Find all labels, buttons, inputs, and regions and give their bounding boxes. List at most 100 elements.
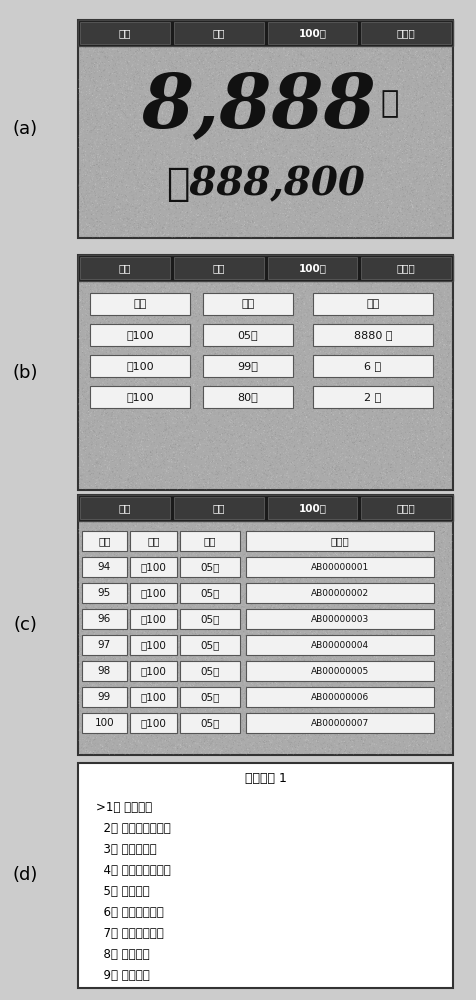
Point	[105, 351, 112, 367]
Point	[296, 160, 304, 176]
Point	[430, 697, 437, 713]
Point	[384, 216, 391, 232]
Point	[349, 495, 357, 511]
Point	[239, 80, 247, 96]
Point	[91, 394, 99, 410]
Point	[158, 116, 166, 132]
Point	[331, 658, 338, 674]
Point	[140, 169, 148, 185]
Point	[278, 377, 286, 393]
Point	[109, 523, 117, 539]
Point	[164, 373, 172, 389]
Point	[319, 340, 327, 356]
Point	[284, 281, 291, 297]
Point	[432, 498, 439, 514]
Point	[219, 529, 227, 545]
Point	[406, 567, 413, 583]
Point	[296, 425, 303, 441]
Point	[375, 743, 383, 759]
Point	[222, 457, 230, 473]
Point	[346, 581, 353, 597]
Point	[425, 666, 433, 682]
Point	[87, 186, 95, 202]
Point	[430, 163, 437, 179]
Point	[134, 105, 141, 121]
Point	[109, 39, 116, 55]
Point	[146, 646, 154, 662]
Point	[113, 561, 121, 577]
Point	[175, 447, 182, 463]
Point	[243, 709, 251, 725]
Point	[157, 256, 164, 272]
Point	[408, 692, 416, 708]
Point	[160, 567, 168, 583]
Point	[239, 451, 247, 467]
Point	[78, 472, 86, 488]
Point	[184, 53, 191, 69]
Point	[92, 653, 100, 669]
Point	[326, 18, 334, 34]
Point	[275, 557, 283, 573]
Point	[143, 109, 150, 125]
Point	[283, 249, 291, 265]
Point	[195, 165, 203, 181]
Point	[146, 719, 154, 735]
Point	[407, 571, 415, 587]
Point	[151, 114, 159, 130]
Point	[435, 56, 442, 72]
Point	[275, 177, 283, 193]
Point	[404, 260, 412, 276]
Point	[432, 176, 439, 192]
Point	[442, 95, 449, 111]
Point	[154, 118, 161, 134]
Point	[86, 189, 94, 205]
Point	[276, 511, 284, 527]
Point	[325, 644, 332, 660]
Point	[423, 511, 430, 527]
Point	[326, 36, 334, 52]
Point	[182, 54, 189, 70]
Point	[407, 555, 415, 571]
Point	[129, 544, 136, 560]
Point	[107, 533, 115, 549]
Point	[308, 474, 316, 490]
Point	[442, 604, 449, 620]
Point	[354, 369, 361, 385]
Bar	[203, 293, 293, 315]
Point	[377, 655, 385, 671]
Point	[121, 569, 129, 585]
Point	[176, 395, 183, 411]
Point	[186, 62, 193, 78]
Point	[355, 441, 362, 457]
Point	[184, 16, 191, 32]
Point	[281, 634, 288, 650]
Point	[117, 335, 125, 351]
Point	[92, 42, 99, 58]
Point	[298, 126, 306, 142]
Point	[405, 650, 412, 666]
Point	[243, 365, 251, 381]
Point	[227, 441, 235, 457]
Point	[361, 665, 369, 681]
Point	[128, 13, 135, 29]
Point	[436, 512, 444, 528]
Point	[145, 370, 152, 386]
Point	[375, 640, 383, 656]
Point	[407, 555, 415, 571]
Point	[277, 350, 285, 366]
Point	[343, 710, 350, 726]
Point	[314, 481, 322, 497]
Point	[308, 154, 316, 170]
Point	[219, 20, 227, 36]
Point	[352, 222, 360, 238]
Point	[238, 507, 245, 523]
Point	[242, 556, 249, 572]
Point	[323, 157, 331, 173]
Point	[359, 384, 367, 400]
Point	[410, 137, 418, 153]
Point	[446, 714, 454, 730]
Point	[149, 642, 157, 658]
Point	[308, 380, 316, 396]
Point	[402, 415, 410, 431]
Point	[269, 44, 277, 60]
